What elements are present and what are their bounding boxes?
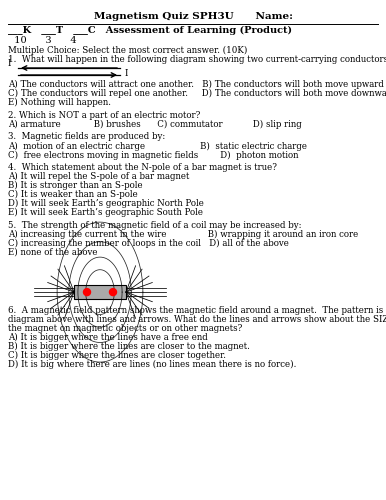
Text: 3.  Magnetic fields are produced by:: 3. Magnetic fields are produced by:	[8, 132, 165, 141]
Text: E) It will seek Earth’s geographic South Pole: E) It will seek Earth’s geographic South…	[8, 208, 203, 217]
Bar	[74, 285, 126, 299]
Text: the magnet on magnetic objects or on other magnets?: the magnet on magnetic objects or on oth…	[8, 324, 242, 334]
Text: E) Nothing will happen.: E) Nothing will happen.	[8, 98, 111, 108]
Circle shape	[83, 288, 90, 296]
Text: C) increasing the number of loops in the coil   D) all of the above: C) increasing the number of loops in the…	[8, 238, 289, 248]
Text: I: I	[125, 70, 129, 78]
Text: A) increasing the current in the wire               B) wrapping it around an iro: A) increasing the current in the wire B)…	[8, 230, 358, 238]
Text: D) It will seek Earth’s geographic North Pole: D) It will seek Earth’s geographic North…	[8, 199, 204, 208]
Text: C) It is weaker than an S-pole: C) It is weaker than an S-pole	[8, 190, 138, 199]
Text: D) It is big where there are lines (no lines mean there is no force).: D) It is big where there are lines (no l…	[8, 360, 296, 370]
Text: I: I	[8, 60, 11, 68]
Text: A) The conductors will attract one another.   B) The conductors will both move u: A) The conductors will attract one anoth…	[8, 80, 384, 90]
Text: A) armature            B) brushes      C) commutator           D) slip ring: A) armature B) brushes C) commutator D) …	[8, 120, 302, 129]
Text: ___K   ___T   ___C   Assessment of Learning (Product): ___K ___T ___C Assessment of Learning (P…	[8, 26, 292, 35]
Text: Magnetism Quiz SPH3U      Name:: Magnetism Quiz SPH3U Name:	[93, 12, 293, 21]
Text: E) none of the above: E) none of the above	[8, 248, 98, 256]
Text: 4.  Which statement about the N-pole of a bar magnet is true?: 4. Which statement about the N-pole of a…	[8, 163, 277, 172]
Text: A)  motion of an electric charge                    B)  static electric charge: A) motion of an electric charge B) stati…	[8, 142, 307, 150]
Text: Multiple Choice: Select the most correct answer. (10K): Multiple Choice: Select the most correct…	[8, 46, 247, 55]
Circle shape	[110, 288, 117, 296]
Text: C) It is bigger where the lines are closer together.: C) It is bigger where the lines are clos…	[8, 352, 226, 360]
Text: C)  free electrons moving in magnetic fields        D)  photon motion: C) free electrons moving in magnetic fie…	[8, 150, 298, 160]
Text: A) It is bigger where the lines have a free end: A) It is bigger where the lines have a f…	[8, 334, 208, 342]
Text: 6.  A magnetic field pattern shows the magnetic field around a magnet.  The patt: 6. A magnetic field pattern shows the ma…	[8, 306, 386, 316]
Text: 1.  What will happen in the following diagram showing two current-carrying condu: 1. What will happen in the following dia…	[8, 55, 386, 64]
Text: 10      3      4: 10 3 4	[8, 36, 77, 45]
Text: B) It is stronger than an S-pole: B) It is stronger than an S-pole	[8, 181, 142, 190]
Text: B) It is bigger where the lines are closer to the magnet.: B) It is bigger where the lines are clos…	[8, 342, 250, 351]
Text: 5.  The strength of the magnetic field of a coil may be increased by:: 5. The strength of the magnetic field of…	[8, 220, 301, 230]
Text: A) It will repel the S-pole of a bar magnet: A) It will repel the S-pole of a bar mag…	[8, 172, 190, 181]
Text: 2. Which is NOT a part of an electric motor?: 2. Which is NOT a part of an electric mo…	[8, 111, 200, 120]
Text: diagram above with lines and arrows. What do the lines and arrows show about the: diagram above with lines and arrows. Wha…	[8, 316, 386, 324]
Text: C) The conductors will repel one another.     D) The conductors will both move d: C) The conductors will repel one another…	[8, 89, 386, 99]
